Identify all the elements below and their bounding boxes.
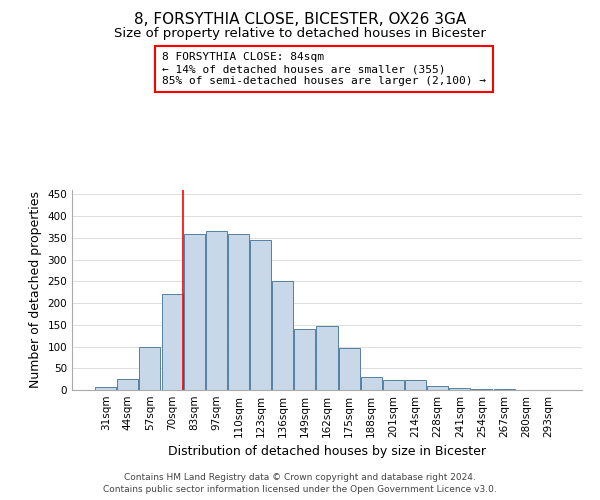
- Y-axis label: Number of detached properties: Number of detached properties: [29, 192, 42, 388]
- Bar: [316, 326, 338, 390]
- Bar: [118, 379, 139, 390]
- Bar: [383, 380, 404, 390]
- Bar: [494, 389, 515, 390]
- Text: Contains public sector information licensed under the Open Government Licence v3: Contains public sector information licen…: [103, 486, 497, 494]
- Text: 8, FORSYTHIA CLOSE, BICESTER, OX26 3GA: 8, FORSYTHIA CLOSE, BICESTER, OX26 3GA: [134, 12, 466, 28]
- Bar: [250, 240, 271, 390]
- Bar: [427, 386, 448, 390]
- Bar: [338, 348, 359, 390]
- Bar: [449, 388, 470, 390]
- Bar: [295, 329, 316, 390]
- Text: 8 FORSYTHIA CLOSE: 84sqm
← 14% of detached houses are smaller (355)
85% of semi-: 8 FORSYTHIA CLOSE: 84sqm ← 14% of detach…: [162, 52, 486, 86]
- Bar: [95, 386, 116, 390]
- Text: Size of property relative to detached houses in Bicester: Size of property relative to detached ho…: [114, 28, 486, 40]
- X-axis label: Distribution of detached houses by size in Bicester: Distribution of detached houses by size …: [168, 446, 486, 458]
- Bar: [161, 294, 182, 390]
- Bar: [361, 377, 382, 390]
- Bar: [405, 380, 426, 390]
- Text: Contains HM Land Registry data © Crown copyright and database right 2024.: Contains HM Land Registry data © Crown c…: [124, 473, 476, 482]
- Bar: [139, 348, 160, 390]
- Bar: [228, 234, 249, 390]
- Bar: [472, 388, 493, 390]
- Bar: [272, 282, 293, 390]
- Bar: [206, 232, 227, 390]
- Bar: [184, 234, 205, 390]
